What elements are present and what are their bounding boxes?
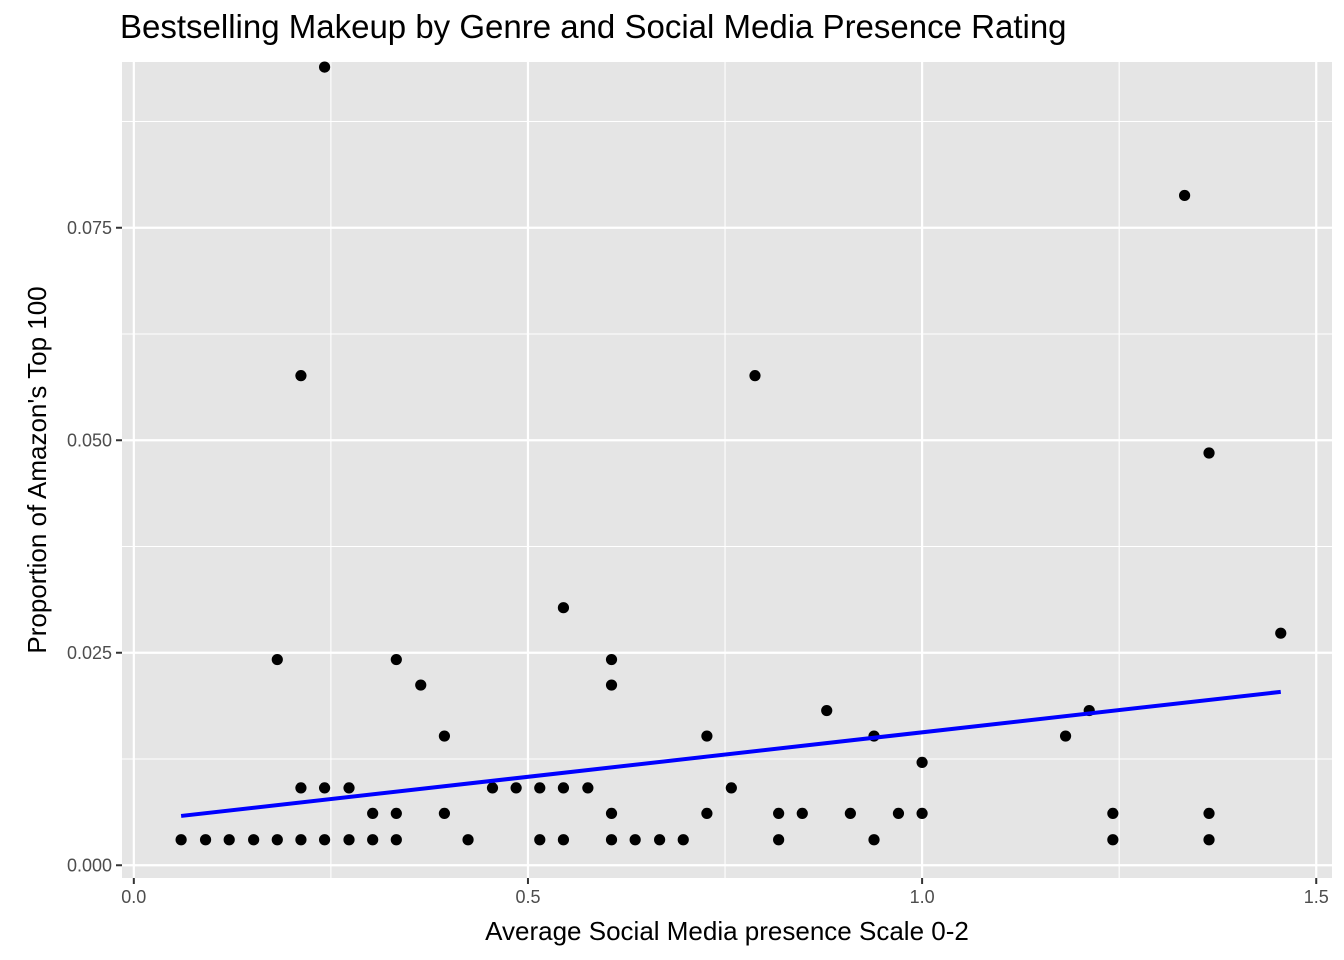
data-point [271,834,283,846]
trend-line [180,689,1281,818]
data-point [557,602,570,614]
data-point [1275,627,1287,639]
data-point [175,834,187,846]
data-point [199,834,212,846]
data-point [654,834,666,846]
data-point [677,834,689,846]
plot-panel [122,62,1332,878]
data-point [462,834,474,846]
data-point [367,807,379,820]
major-gridlines [122,62,1332,878]
data-point [557,834,570,846]
data-point [844,807,856,820]
data-point [343,782,355,794]
data-point [605,679,618,691]
data-point [486,782,499,794]
data-point [892,807,905,820]
x-tick-label: 0.5 [515,887,540,907]
data-point [701,807,713,820]
data-points [175,61,1287,846]
data-point [916,807,928,820]
x-axis: 0.0 0.5 1.0 1.5 [121,878,1329,907]
data-point [629,834,641,846]
data-point [773,834,785,846]
data-point [821,704,833,717]
data-point [223,834,235,846]
x-tick-label: 0.0 [121,887,146,907]
data-point [367,834,379,846]
data-point [605,834,618,846]
data-point [295,834,307,846]
data-point [415,679,427,691]
data-point [1059,730,1072,742]
x-axis-title: Average Social Media presence Scale 0-2 [485,916,969,946]
data-point [1203,807,1215,820]
data-point [868,834,880,846]
data-point [295,782,307,794]
data-point [248,834,260,846]
data-point [318,61,331,73]
data-point [390,834,402,846]
data-point [1107,834,1119,846]
data-point [510,782,522,794]
x-tick-label: 1.0 [910,887,935,907]
x-tick-label: 1.5 [1304,887,1329,907]
data-point [534,782,546,794]
y-axis: 0.000 0.025 0.050 0.075 [67,218,122,875]
y-tick-label: 0.050 [67,430,112,450]
data-point [271,653,283,666]
data-point [318,834,331,846]
data-point [773,807,785,820]
data-point [343,834,355,846]
y-tick-label: 0.000 [67,855,112,875]
data-point [916,756,928,769]
data-point [582,782,594,794]
data-point [701,730,713,742]
data-point [725,782,737,794]
data-point [749,370,761,382]
data-point [438,730,451,742]
y-tick-label: 0.075 [67,218,112,238]
data-point [796,807,808,820]
data-point [1107,807,1119,820]
data-point [1178,189,1191,202]
data-point [318,782,331,794]
data-point [295,370,307,382]
data-point [534,834,546,846]
data-point [1203,447,1215,459]
data-point [390,653,402,666]
data-point [438,807,451,820]
minor-gridlines [122,62,1332,878]
data-point [557,782,570,794]
data-point [1203,834,1215,846]
chart-title: Bestselling Makeup by Genre and Social M… [120,8,1067,45]
data-point [390,807,402,820]
y-axis-title: Proportion of Amazon's Top 100 [22,286,52,653]
y-tick-label: 0.025 [67,643,112,663]
data-point [605,653,618,666]
data-point [605,807,618,820]
